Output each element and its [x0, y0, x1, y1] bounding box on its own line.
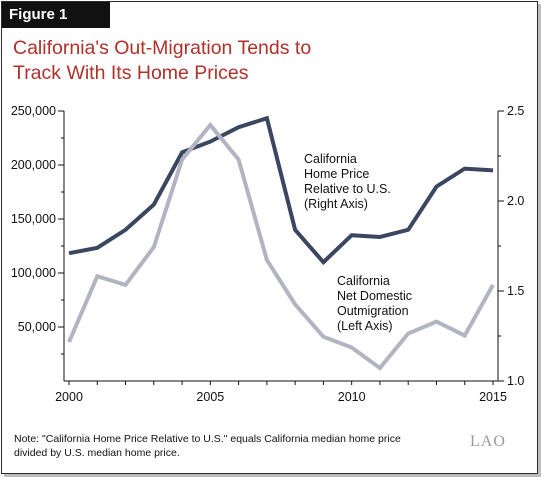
note-line-1: Note: "California Home Price Relative to… — [14, 433, 401, 445]
left-tick-label: 150,000 — [11, 212, 56, 226]
outmigration-series-label: Outmigration — [337, 304, 409, 318]
right-tick-label: 1.0 — [507, 374, 524, 388]
right-tick-label: 1.5 — [507, 284, 524, 298]
title-line-2: Track With Its Home Prices — [13, 62, 249, 84]
line-chart: 50,000 100,000 150,000 200,000 250,000 1.0 1.5… — [11, 104, 525, 404]
home-price-series-label: (Right Axis) — [304, 197, 368, 211]
left-tick-label: 250,000 — [11, 104, 56, 118]
home-price-series-label: California — [304, 152, 357, 166]
series-home-price-line — [68, 115, 494, 266]
outmigration-series-label: Net Domestic — [337, 289, 412, 303]
chart-note: Note: "California Home Price Relative to… — [14, 432, 454, 460]
left-tick-label: 200,000 — [11, 158, 56, 172]
right-tick-label: 2.0 — [507, 194, 524, 208]
outmigration-series-label: (Left Axis) — [337, 319, 393, 333]
x-tick-label: 2000 — [55, 390, 83, 404]
left-tick-label: 50,000 — [18, 320, 56, 334]
title-line-1: California's Out-Migration Tends to — [13, 37, 312, 59]
lao-logo: LAO — [470, 433, 506, 450]
series-outmigration-line — [67, 121, 495, 371]
x-tick-label: 2005 — [196, 390, 224, 404]
right-tick-label: 2.5 — [507, 104, 524, 118]
home-price-series-label: Relative to U.S. — [304, 182, 391, 196]
outmigration-series-label: California — [337, 274, 390, 288]
figure-label: Figure 1 — [2, 2, 110, 28]
home-price-series-label: Home Price — [304, 167, 369, 181]
left-tick-label: 100,000 — [11, 266, 56, 280]
note-line-2: divided by U.S. median home price. — [14, 447, 180, 459]
x-tick-label: 2015 — [479, 390, 507, 404]
chart-title: California's Out-Migration Tends to Trac… — [13, 36, 433, 86]
x-tick-label: 2010 — [338, 390, 366, 404]
